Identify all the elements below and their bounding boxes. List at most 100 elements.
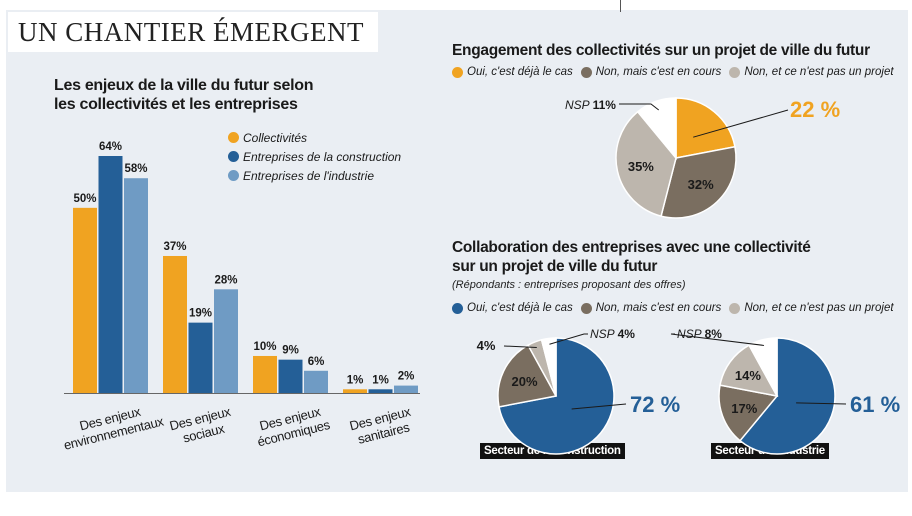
nsp-prefix: NSP [590, 327, 618, 341]
legend-item-collectivites: Collectivités [228, 128, 401, 147]
pie-bottom-heading-line1: Collaboration des entreprises avec une c… [452, 239, 811, 256]
pie-leader-line [693, 109, 789, 138]
pie-slice-label: 35% [628, 159, 654, 174]
pie-nsp-leader [549, 333, 588, 345]
bar-value-label: 28% [214, 274, 237, 286]
legend-label: Non, mais c'est en cours [595, 302, 722, 314]
bar-1-2 [214, 289, 238, 393]
page-title: UN CHANTIER ÉMERGENT [8, 12, 378, 52]
pie-big-label: 61 % [850, 392, 900, 417]
bar-value-label: 1% [347, 374, 364, 386]
legend-swatch [729, 66, 741, 78]
bar-3-0 [343, 389, 367, 393]
pie-industrie-slice-0 [738, 337, 836, 455]
legend-label: Non, mais c'est en cours [595, 66, 722, 78]
bar-value-label: 2% [398, 371, 415, 383]
nsp-value: 11% [593, 98, 617, 112]
legend-item-pas-projet: Non, et ce n'est pas un projet [729, 302, 894, 314]
bar-value-label: 58% [124, 163, 147, 175]
pie-construction-slice-3 [540, 337, 557, 397]
pie-bottom-heading-line2: sur un projet de ville du futur [452, 258, 658, 275]
separator-line [620, 0, 621, 12]
pie-slice-label: 20% [511, 374, 537, 389]
legend-swatch [228, 151, 239, 162]
bar-value-label: 1% [372, 374, 389, 386]
pie-slice-label: 14% [735, 368, 761, 383]
legend-label: Oui, c'est déjà le cas [467, 66, 573, 78]
pie-collectivites-slice-3 [636, 97, 677, 161]
legend-swatch [452, 302, 463, 314]
pie-slice-label: 17% [731, 401, 757, 416]
bar-chart-heading-line2: les collectivités et les entreprises [54, 96, 298, 113]
bar-value-label: 50% [73, 193, 96, 205]
pie-industrie-slice-3 [748, 337, 778, 397]
pie-industrie-slice-1 [718, 384, 779, 442]
pie-bottom-note: (Répondants : entreprises proposant des … [452, 279, 686, 291]
bar-2-2 [304, 370, 328, 393]
legend-label: Oui, c'est déjà le cas [467, 302, 573, 314]
pie-collectivites-slice-2 [615, 110, 677, 218]
bar-3-2 [394, 385, 418, 393]
pie-slice-label: 32% [688, 177, 714, 192]
legend-item-oui: Oui, c'est déjà le cas [452, 66, 573, 78]
legend-swatch [729, 302, 741, 314]
legend-label: Collectivités [243, 130, 308, 145]
pie-collectivites-slice-0 [675, 97, 736, 159]
legend-label: Non, et ce n'est pas un projet [744, 66, 894, 78]
nsp-value: 4% [618, 327, 636, 341]
pie-big-label: 72 % [630, 392, 680, 417]
legend-item-en-cours: Non, mais c'est en cours [580, 66, 722, 78]
pie-leader-line [503, 345, 537, 348]
bar-3-1 [368, 389, 393, 393]
bar-0-1 [98, 156, 123, 393]
bar-2-0 [253, 355, 277, 393]
bar-chart-heading: Les enjeux de la ville du futur selon le… [54, 76, 344, 114]
bar-chart-legend: Collectivités Entreprises de la construc… [228, 128, 401, 185]
pie-top-heading: Engagement des collectivités sur un proj… [452, 42, 870, 59]
pie-nsp-label: NSP 8% [677, 327, 722, 341]
nsp-prefix: NSP [565, 98, 593, 112]
pie-slice-label: 4% [477, 338, 496, 353]
pie-nsp-label: NSP 11% [565, 98, 616, 112]
legend-swatch [580, 66, 592, 78]
pie-collectivites-slice-1 [660, 145, 737, 219]
legend-swatch [228, 132, 239, 143]
pie-bottom-legend: Oui, c'est déjà le cas Non, mais c'est e… [452, 302, 902, 314]
legend-item-en-cours: Non, mais c'est en cours [580, 302, 722, 314]
legend-item-pas-projet: Non, et ce n'est pas un projet [729, 66, 894, 78]
nsp-prefix: NSP [677, 327, 705, 341]
pie-top-legend: Oui, c'est déjà le cas Non, mais c'est e… [452, 66, 902, 78]
pie-bottom-heading: Collaboration des entreprises avec une c… [452, 238, 811, 276]
legend-swatch [452, 66, 463, 78]
bar-0-2 [124, 178, 148, 393]
pie-nsp-leader [670, 333, 765, 346]
bar-1-0 [163, 255, 187, 393]
legend-item-oui: Oui, c'est déjà le cas [452, 302, 573, 314]
bar-chart-heading-line1: Les enjeux de la ville du futur selon [54, 77, 314, 94]
bar-0-0 [73, 207, 97, 393]
pie-big-label: 22 % [790, 97, 840, 122]
pie-nsp-leader [619, 103, 660, 111]
bar-value-label: 10% [253, 341, 276, 353]
bar-value-label: 64% [99, 141, 122, 153]
legend-label: Non, et ce n'est pas un projet [744, 302, 894, 314]
bar-2-1 [278, 359, 303, 393]
pie-industrie-slice-2 [719, 344, 779, 398]
legend-label: Entreprises de l'industrie [243, 168, 375, 183]
bar-value-label: 9% [282, 345, 299, 357]
legend-label: Entreprises de la construction [243, 149, 402, 164]
bar-value-label: 19% [189, 308, 212, 320]
bar-value-label: 37% [163, 241, 186, 253]
bar-value-label: 6% [308, 356, 325, 368]
legend-swatch [228, 170, 239, 181]
bar-1-1 [188, 322, 213, 393]
pie-leader-line [796, 402, 847, 405]
legend-item-industrie: Entreprises de l'industrie [228, 166, 401, 185]
legend-item-construction: Entreprises de la construction [228, 147, 401, 166]
legend-swatch [580, 302, 592, 314]
